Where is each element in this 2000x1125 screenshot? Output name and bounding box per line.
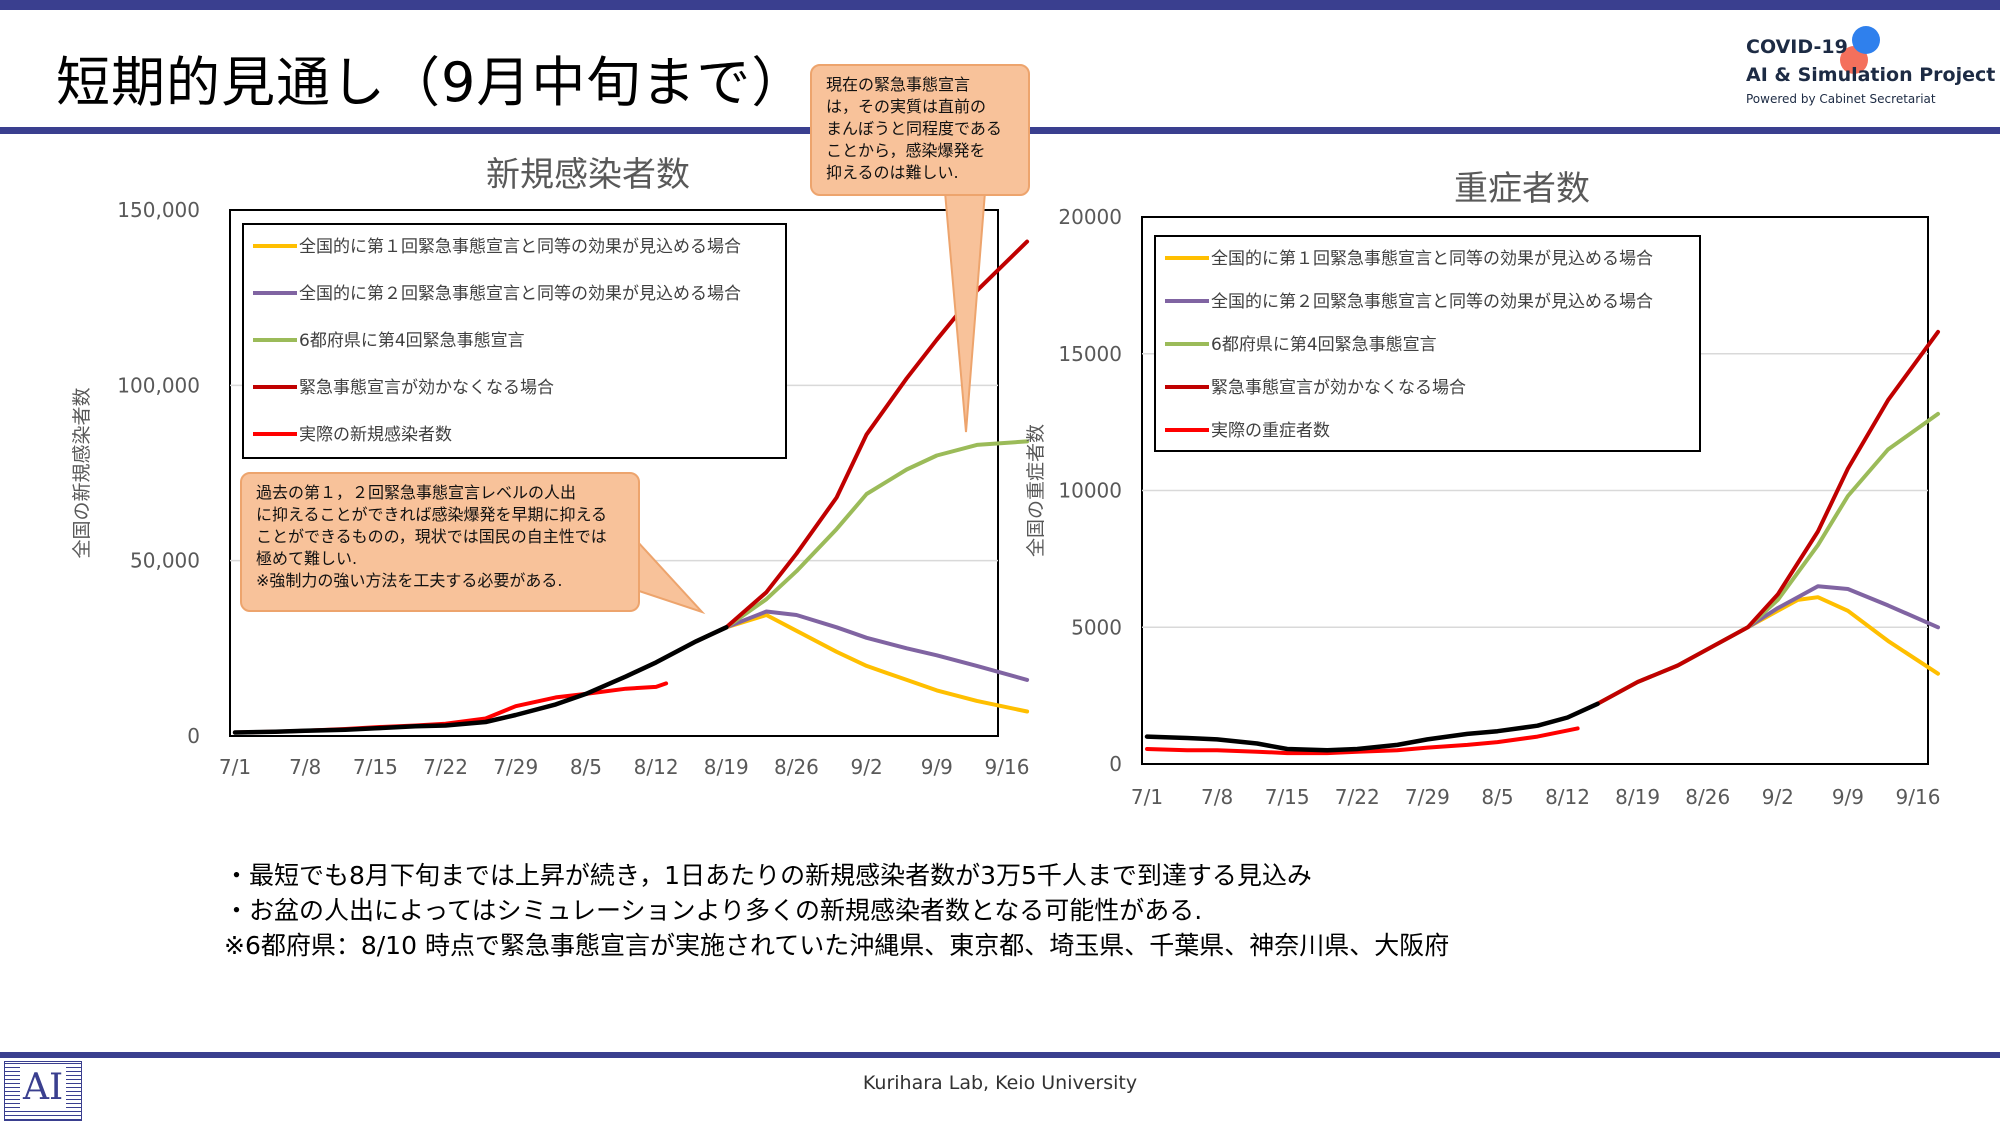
x-tick-label: 8/5 <box>1481 785 1513 809</box>
y-axis-label: 全国の重症者数 <box>1025 424 1047 557</box>
y-tick-label: 150,000 <box>117 198 200 222</box>
chart-title: 重症者数 <box>1454 169 1590 209</box>
lab-logo-text: AI <box>20 1066 67 1110</box>
x-tick-label: 9/9 <box>1832 785 1864 809</box>
series-line-red <box>1145 726 1580 756</box>
legend-label: 全国的に第１回緊急事態宣言と同等の効果が見込める場合 <box>1211 249 1653 269</box>
x-tick-label: 7/29 <box>1405 785 1450 809</box>
top-rule <box>0 0 2000 10</box>
y-tick-label: 50,000 <box>130 549 200 573</box>
x-tick-label: 7/15 <box>1265 785 1310 809</box>
x-tick-label: 8/19 <box>1615 785 1660 809</box>
x-tick-label: 7/22 <box>423 755 468 779</box>
x-tick-label: 9/16 <box>1896 785 1941 809</box>
callout-left: 過去の第１，２回緊急事態宣言レベルの人出 に抑えることができれば感染爆発を早期に… <box>240 472 640 612</box>
logo-dot-blue <box>1852 26 1880 54</box>
logo-line3: Powered by Cabinet Secretariat <box>1746 92 1936 106</box>
y-tick-label: 15000 <box>1058 342 1122 366</box>
legend-box <box>242 223 787 459</box>
footer-text: Kurihara Lab, Keio University <box>862 1072 1138 1094</box>
legend-box <box>1154 235 1701 452</box>
legend-label: 緊急事態宣言が効かなくなる場合 <box>1211 378 1466 398</box>
bullet-list: ・最短でも8月下旬までは上昇が続き，1日あたりの新規感染者数が3万5千人まで到達… <box>224 858 1449 963</box>
legend-label: 全国的に第２回緊急事態宣言と同等の効果が見込める場合 <box>1211 292 1653 312</box>
x-tick-label: 7/8 <box>1201 785 1233 809</box>
y-tick-label: 20000 <box>1058 205 1122 229</box>
x-tick-label: 8/5 <box>570 755 602 779</box>
project-logo: COVID-19 AI & Simulation Project Powered… <box>1746 26 1995 115</box>
bullet-3: ※6都府県：8/10 時点で緊急事態宣言が実施されていた沖縄県、東京都、埼玉県、… <box>224 931 1450 960</box>
legend-label: 全国的に第１回緊急事態宣言と同等の効果が見込める場合 <box>299 237 741 257</box>
y-axis-label: 全国の新規感染者数 <box>71 387 93 558</box>
legend-label: 実際の重症者数 <box>1211 421 1330 441</box>
legend-label: 実際の新規感染者数 <box>299 425 452 445</box>
x-tick-label: 7/29 <box>493 755 538 779</box>
legend-label: 6都府県に第4回緊急事態宣言 <box>299 331 525 351</box>
chart-title: 新規感染者数 <box>486 155 690 195</box>
y-tick-label: 0 <box>187 724 200 748</box>
legend-label: 6都府県に第4回緊急事態宣言 <box>1211 335 1437 355</box>
x-tick-label: 7/8 <box>289 755 321 779</box>
series-line-black <box>1144 701 1600 753</box>
y-tick-label: 10000 <box>1058 479 1122 503</box>
x-tick-label: 7/1 <box>1131 785 1163 809</box>
x-tick-label: 8/12 <box>1545 785 1590 809</box>
x-tick-label: 9/2 <box>851 755 883 779</box>
x-tick-label: 7/15 <box>353 755 398 779</box>
series-line-black <box>232 625 729 735</box>
page-title: 短期的見通し（9月中旬まで） <box>56 51 807 114</box>
x-tick-label: 8/12 <box>634 755 679 779</box>
x-tick-label: 8/26 <box>1685 785 1730 809</box>
charts-canvas: 0 50,000 100,000 150,000 7/1 7/8 7/15 7/22 7/29 8… <box>71 155 1941 809</box>
series-line-purple <box>694 609 1030 682</box>
x-tick-label: 8/19 <box>704 755 749 779</box>
x-tick-label: 8/26 <box>774 755 819 779</box>
callout-top: 現在の緊急事態宣言 は，その実質は直前の まんぼうと同程度である ことから，感染… <box>810 64 1030 196</box>
logo-line1: COVID-19 <box>1746 36 1848 58</box>
bullet-2: ・お盆の人出によってはシミュレーションより多くの新規感染者数となる可能性がある. <box>224 896 1203 925</box>
series-line-green <box>694 439 1030 644</box>
series-line-darkred <box>1595 329 1940 706</box>
y-tick-label: 100,000 <box>117 373 200 397</box>
legend-label: 緊急事態宣言が効かなくなる場合 <box>299 378 554 398</box>
x-tick-label: 9/16 <box>985 755 1030 779</box>
lab-logo: AI <box>4 1061 82 1121</box>
x-tick-label: 7/22 <box>1335 785 1380 809</box>
legend-label: 全国的に第２回緊急事態宣言と同等の効果が見込める場合 <box>299 284 741 304</box>
bullet-1: ・最短でも8月下旬までは上昇が続き，1日あたりの新規感染者数が3万5千人まで到達… <box>224 861 1312 890</box>
x-tick-label: 9/2 <box>1762 785 1794 809</box>
footer-rule <box>0 1052 2000 1058</box>
x-tick-label: 9/9 <box>921 755 953 779</box>
y-tick-label: 5000 <box>1071 615 1122 639</box>
y-tick-label: 0 <box>1109 752 1122 776</box>
logo-line2: AI & Simulation Project <box>1746 64 1996 86</box>
x-tick-label: 7/1 <box>219 755 251 779</box>
